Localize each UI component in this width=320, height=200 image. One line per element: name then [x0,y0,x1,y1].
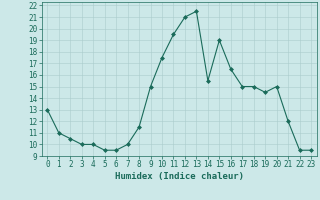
X-axis label: Humidex (Indice chaleur): Humidex (Indice chaleur) [115,172,244,181]
